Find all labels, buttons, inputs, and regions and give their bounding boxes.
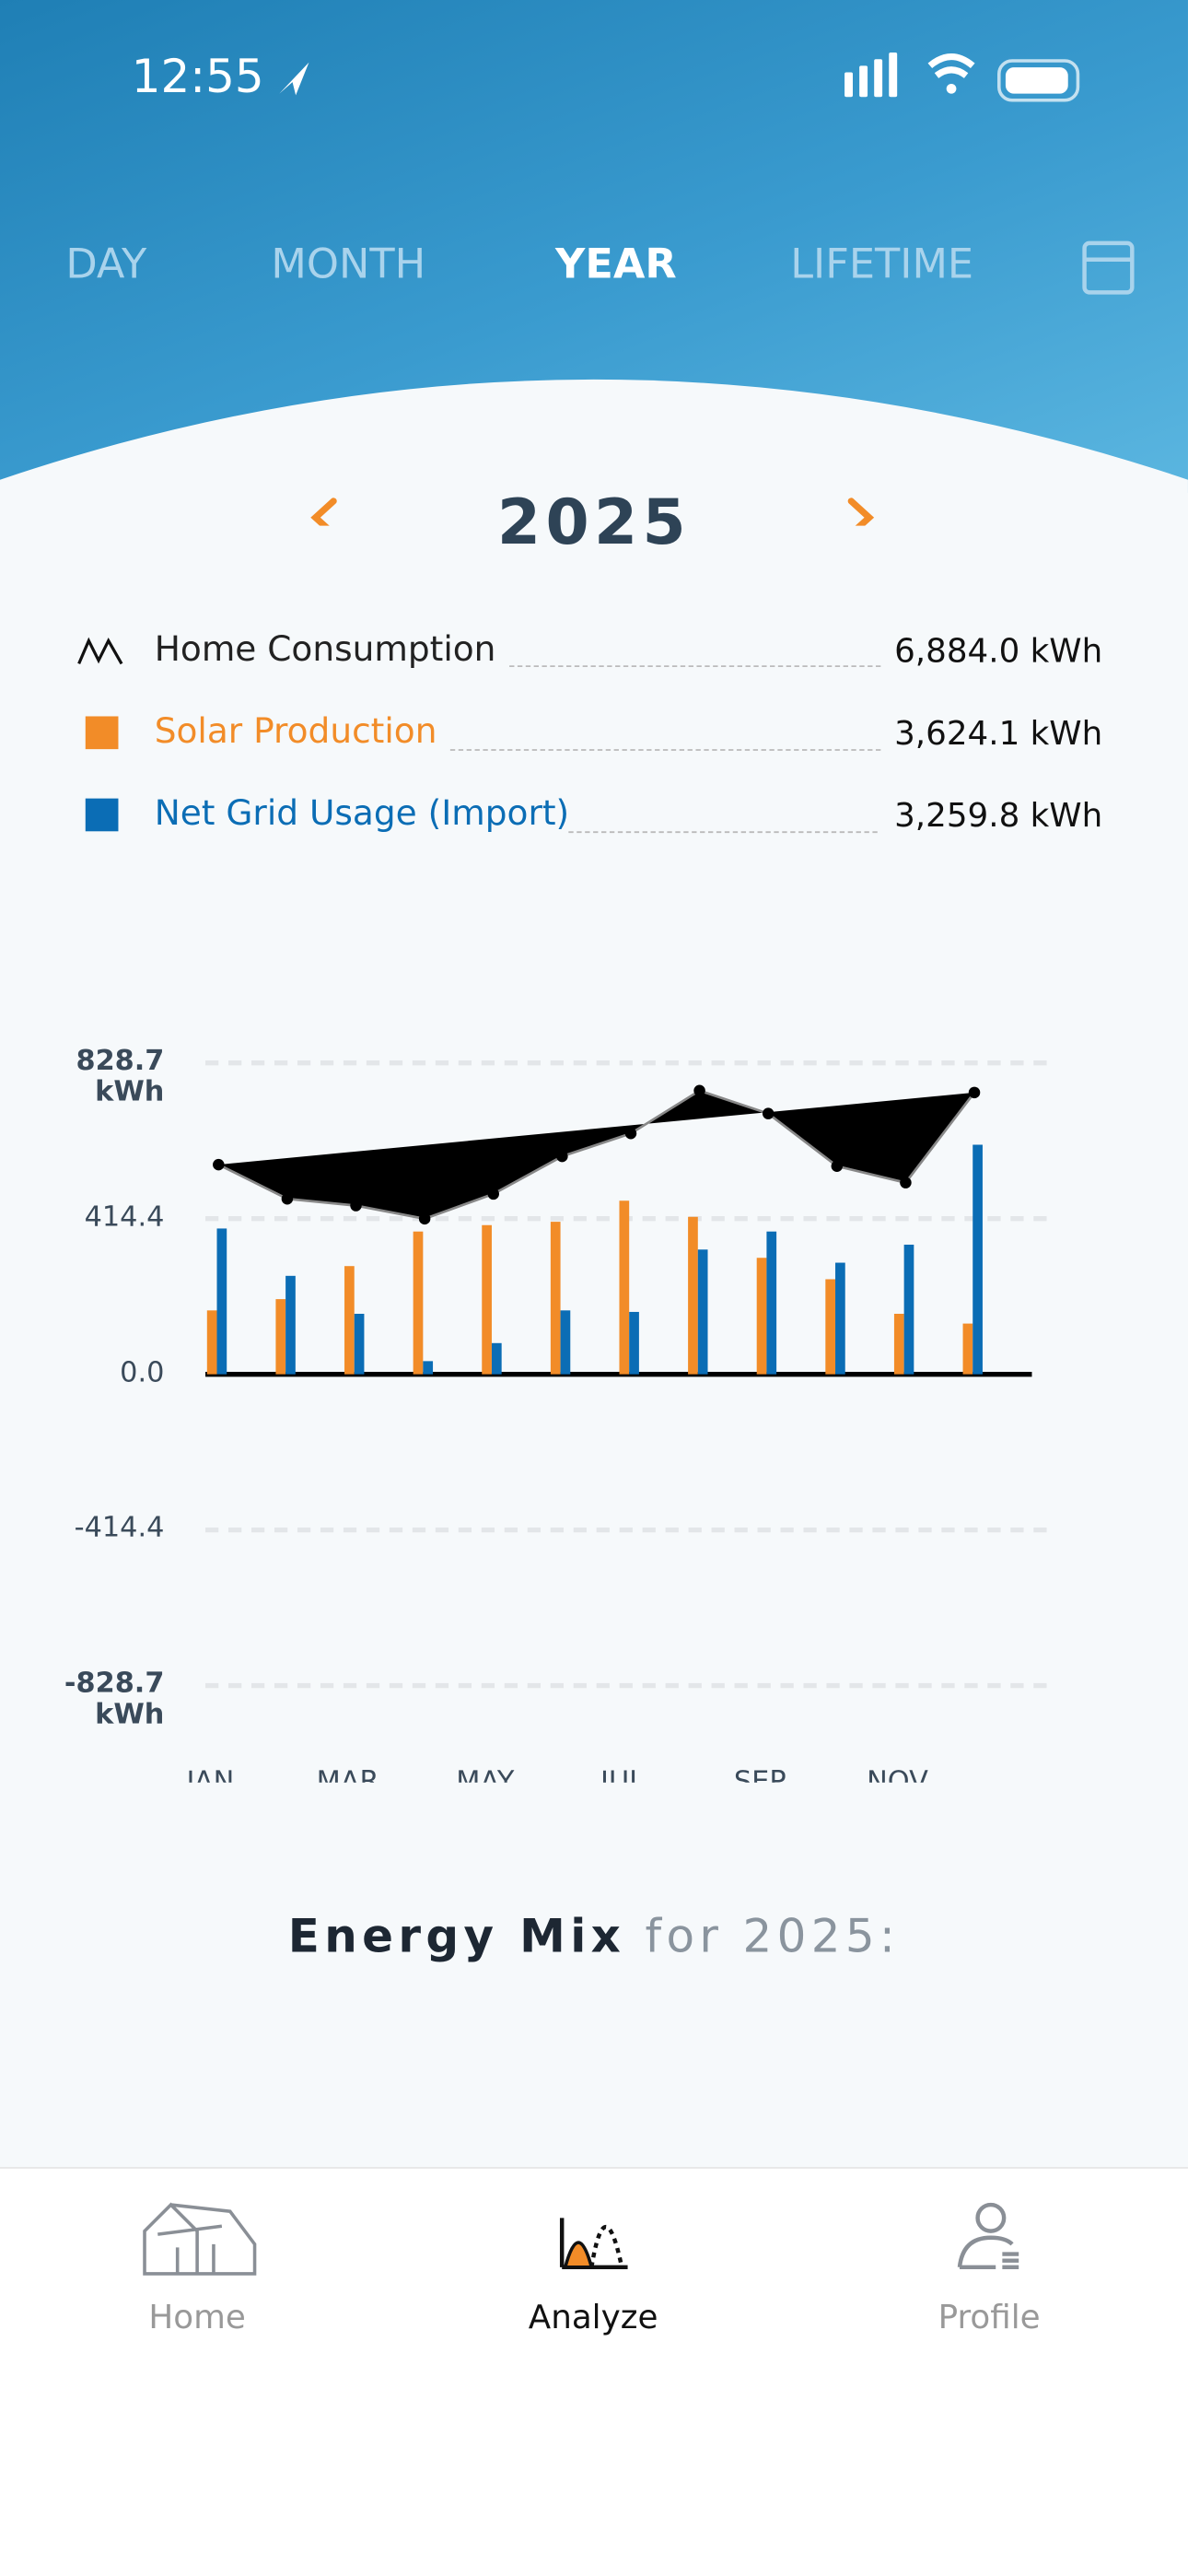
- bar: [629, 1311, 639, 1375]
- energy-mix-title: Energy Mix: [287, 1909, 626, 1963]
- bar: [423, 1361, 434, 1375]
- legend-label: Home Consumption: [154, 628, 496, 669]
- consumption-point: [900, 1177, 912, 1188]
- y-tick-label: -414.4: [74, 1511, 165, 1545]
- tab[interactable]: MONTH: [271, 240, 426, 288]
- y-tick-label: -828.7 kWh: [64, 1667, 165, 1732]
- y-tick-label: 0.0: [120, 1356, 165, 1389]
- bar: [550, 1222, 561, 1375]
- bar: [216, 1228, 227, 1375]
- x-tick-label: NOV: [867, 1766, 928, 1791]
- bar: [973, 1144, 983, 1375]
- legend-icon-line: [77, 637, 123, 665]
- energy-mix-suffix: for 2025:: [645, 1909, 901, 1963]
- legend-label: Net Grid Usage (Import): [154, 793, 570, 834]
- bar: [893, 1313, 904, 1375]
- bar: [206, 1310, 217, 1375]
- leader: [449, 749, 881, 751]
- nav-icons: [143, 2202, 1019, 2276]
- bar: [560, 1310, 571, 1375]
- bar: [275, 1299, 286, 1375]
- consumption-point: [487, 1188, 499, 1200]
- y-tick-label: 414.4: [84, 1200, 165, 1234]
- energy-mix-heading: Energy Mix for 2025:: [0, 1909, 1188, 1963]
- bar: [903, 1244, 914, 1375]
- legend-total: 3,624.1 kWh: [894, 712, 1103, 753]
- legend-label: Solar Production: [154, 711, 437, 751]
- bar: [413, 1231, 424, 1375]
- bar: [491, 1342, 502, 1375]
- tab[interactable]: LIFETIME: [790, 240, 974, 288]
- consumption-point: [968, 1086, 981, 1099]
- legend-total: 6,884.0 kWh: [894, 630, 1103, 671]
- x-tick-label: JAN: [184, 1766, 234, 1791]
- bar: [835, 1262, 845, 1375]
- consumption-point: [624, 1128, 637, 1140]
- consumption-line: [217, 1089, 976, 1221]
- tab-active[interactable]: YEAR: [555, 240, 677, 288]
- consumption-point: [556, 1150, 568, 1163]
- bar: [697, 1249, 708, 1375]
- consumption-point: [418, 1212, 431, 1225]
- legend-total: 3,259.8 kWh: [894, 795, 1103, 835]
- x-tick-label: MAY: [456, 1766, 515, 1791]
- status-time: 12:55: [131, 49, 264, 104]
- bar: [344, 1266, 355, 1375]
- header-curve: [0, 53, 1188, 526]
- bar: [756, 1258, 767, 1375]
- consumption-point: [831, 1160, 844, 1172]
- period-title: 2025: [496, 486, 692, 559]
- x-tick-label: JUL: [599, 1766, 645, 1791]
- chart: JAN MAR MAY JUL SEP NOV: [184, 1060, 1052, 1791]
- bar: [619, 1200, 630, 1375]
- legend-icon-solar: [85, 716, 119, 750]
- leader: [568, 831, 878, 834]
- nav-item-active[interactable]: Analyze: [528, 2296, 658, 2336]
- consumption-point: [350, 1200, 362, 1212]
- consumption-area: [218, 1090, 975, 1219]
- nav-item[interactable]: Home: [148, 2296, 246, 2336]
- bar: [825, 1279, 836, 1375]
- consumption-point: [213, 1158, 225, 1171]
- consumption-point: [281, 1192, 294, 1205]
- consumption-point: [762, 1107, 775, 1119]
- bar: [766, 1231, 777, 1375]
- bar: [688, 1216, 698, 1375]
- bar: [285, 1275, 296, 1375]
- bar: [354, 1313, 365, 1375]
- bar: [482, 1224, 492, 1375]
- legend-icon-grid: [85, 798, 119, 832]
- y-tick-label: 828.7 kWh: [76, 1045, 165, 1109]
- x-tick-label: SEP: [734, 1766, 786, 1791]
- leader: [509, 665, 881, 667]
- nav-item[interactable]: Profile: [938, 2296, 1041, 2336]
- bar: [962, 1323, 973, 1375]
- consumption-point: [693, 1084, 705, 1097]
- tab[interactable]: DAY: [65, 240, 147, 288]
- x-tick-label: MAR: [317, 1766, 379, 1791]
